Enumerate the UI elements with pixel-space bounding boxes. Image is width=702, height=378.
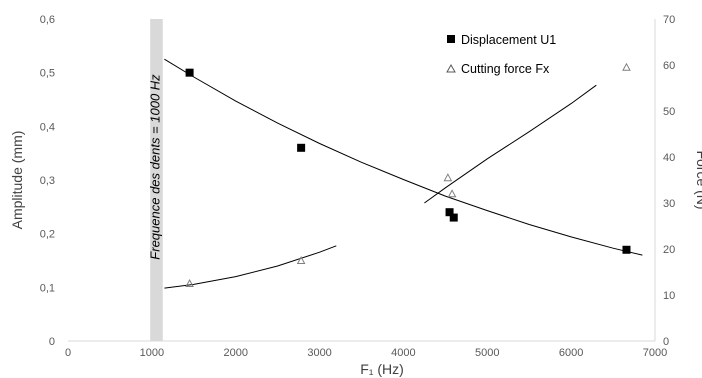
y-left-tick-label: 0,3 [40, 175, 55, 187]
legend-marker-displacement [447, 35, 455, 43]
x-tick-label: 6000 [559, 347, 583, 359]
y-right-tick-label: 0 [663, 336, 669, 348]
cutting-force-point [185, 278, 194, 287]
displacement-point [449, 213, 458, 222]
displacement-point [297, 143, 306, 152]
legend-marker-cutting-force [446, 63, 456, 73]
displacement-point [622, 245, 631, 254]
x-tick-label: 1000 [140, 347, 164, 359]
x-tick-label: 0 [65, 347, 71, 359]
x-axis-title: F₁ (Hz) [360, 361, 404, 377]
ticks-layer: 0 1000 2000 3000 4000 5000 6000 700000,10,20,30… [40, 14, 676, 359]
x-tick-label: 5000 [475, 347, 499, 359]
cutting-force-point [622, 62, 631, 71]
legend-label-cutting-force: Cutting force Fx [461, 62, 550, 76]
displacement-point [185, 68, 194, 77]
axes-layer [68, 19, 656, 342]
y-left-tick-label: 0,2 [40, 229, 55, 241]
y-left-tick-label: 0 [49, 336, 55, 348]
y-right-tick-label: 20 [663, 244, 675, 256]
annotation-band [150, 19, 163, 341]
y-right-tick-label: 60 [663, 60, 675, 72]
legend-label-displacement: Displacement U1 [461, 33, 556, 47]
cutting-force-point [296, 255, 306, 264]
annotation-band-layer [150, 19, 163, 341]
y-left-tick-label: 0,4 [40, 121, 55, 133]
x-tick-label: 4000 [391, 347, 415, 359]
y-right-tick-label: 70 [663, 14, 675, 26]
trendline [164, 245, 337, 289]
y-left-tick-label: 0,6 [40, 14, 55, 26]
y-axis-right-title: Force (N) [694, 150, 702, 209]
y-left-tick-label: 0,5 [40, 68, 55, 80]
y-axis-left-title: Amplitude (mm) [9, 131, 25, 230]
y-left-tick-label: 0,1 [40, 282, 55, 294]
trendline [424, 84, 597, 204]
cutting-force-point [443, 173, 453, 182]
legend: Displacement U1 Cutting force Fx [446, 33, 556, 76]
trendline-layer [164, 58, 643, 289]
x-tick-label: 7000 [643, 347, 667, 359]
y-right-tick-label: 50 [663, 106, 675, 118]
x-tick-label: 2000 [223, 347, 247, 359]
trendline [164, 58, 643, 256]
annotation-label: Frequence des dents = 1000 Hz [148, 74, 163, 260]
y-right-tick-label: 10 [663, 290, 675, 302]
y-right-tick-label: 30 [663, 198, 675, 210]
marks-layer [185, 62, 631, 287]
x-tick-label: 3000 [307, 347, 331, 359]
cutting-force-point [447, 189, 457, 198]
displacement-point [445, 208, 454, 217]
y-right-tick-label: 40 [663, 152, 675, 164]
